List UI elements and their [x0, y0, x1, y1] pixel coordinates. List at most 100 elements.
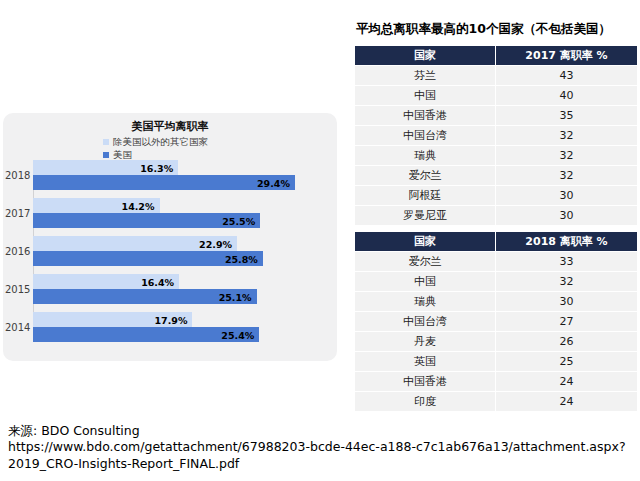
cell-rate: 40 [496, 86, 637, 105]
legend-item: 除美国以外的其它国家 [103, 136, 208, 147]
cell-country: 阿根廷 [355, 186, 496, 205]
cell-rate: 30 [496, 292, 637, 311]
cell-rate: 33 [496, 252, 637, 271]
table-header-row: 国家2017 离职率 % [355, 46, 637, 65]
table-header-row: 国家2018 离职率 % [355, 232, 637, 251]
cell-country: 中国香港 [355, 106, 496, 125]
chart-legend: 除美国以外的其它国家美国 [103, 136, 208, 162]
cell-country: 爱尔兰 [355, 252, 496, 271]
bar-2017: 25.5% [33, 213, 260, 228]
bar-value-label: 25.5% [222, 215, 255, 226]
bar-2018: 16.3% [33, 160, 178, 175]
cell-rate: 32 [496, 126, 637, 145]
year-label: 2016 [5, 246, 30, 257]
table-row: 爱尔兰32 [355, 166, 637, 185]
bar-2015: 16.4% [33, 274, 179, 289]
bar-group-2017: 201714.2%25.5% [33, 198, 327, 228]
year-label: 2014 [5, 322, 30, 333]
bar-value-label: 22.9% [199, 238, 232, 249]
table-row: 瑞典32 [355, 146, 637, 165]
cell-country: 芬兰 [355, 66, 496, 85]
bar-group-2018: 201816.3%29.4% [33, 160, 327, 190]
table-row: 中国40 [355, 86, 637, 105]
bar-group-2016: 201622.9%25.8% [33, 236, 327, 266]
cell-country: 爱尔兰 [355, 166, 496, 185]
cell-country: 罗曼尼亚 [355, 206, 496, 225]
bar-value-label: 25.1% [219, 291, 252, 302]
cell-country: 瑞典 [355, 292, 496, 311]
table-row: 罗曼尼亚30 [355, 206, 637, 225]
bar-value-label: 16.4% [141, 276, 174, 287]
cell-rate: 26 [496, 332, 637, 351]
cell-rate: 30 [496, 206, 637, 225]
chart-title: 美国平均离职率 [3, 119, 337, 134]
bar-group-2015: 201516.4%25.1% [33, 274, 327, 304]
table-header-rate: 2018 离职率 % [496, 232, 637, 251]
table-row: 瑞典30 [355, 292, 637, 311]
bar-value-label: 25.8% [225, 253, 258, 264]
cell-country: 中国香港 [355, 372, 496, 391]
bar-2016: 25.8% [33, 251, 263, 266]
cell-rate: 32 [496, 166, 637, 185]
table-row: 阿根廷30 [355, 186, 637, 205]
cell-country: 中国 [355, 86, 496, 105]
table-row: 英国25 [355, 352, 637, 371]
table-row: 印度24 [355, 392, 637, 411]
bar-value-label: 29.4% [257, 177, 290, 188]
cell-rate: 24 [496, 392, 637, 411]
cell-rate: 32 [496, 146, 637, 165]
cell-rate: 43 [496, 66, 637, 85]
table-row: 中国32 [355, 272, 637, 291]
cell-rate: 30 [496, 186, 637, 205]
bar-2016: 22.9% [33, 236, 237, 251]
table-header-country: 国家 [355, 46, 496, 65]
cell-country: 印度 [355, 392, 496, 411]
cell-country: 瑞典 [355, 146, 496, 165]
cell-rate: 24 [496, 372, 637, 391]
bar-2015: 25.1% [33, 289, 257, 304]
source-url: https://www.bdo.com/getattachment/679882… [8, 439, 632, 472]
chart-plot-area: 201816.3%29.4%201714.2%25.5%201622.9%25.… [33, 160, 327, 350]
table-row: 中国香港24 [355, 372, 637, 391]
cell-country: 英国 [355, 352, 496, 371]
table-row: 中国台湾32 [355, 126, 637, 145]
us-turnover-chart-panel: 美国平均离职率 除美国以外的其它国家美国 2018 16.3% 29.4% 2017 1… [3, 113, 337, 361]
bar-2014: 17.9% [33, 312, 192, 327]
table-header-rate: 2017 离职率 % [496, 46, 637, 65]
table-row: 中国香港35 [355, 106, 637, 125]
bar-2017: 14.2% [33, 198, 160, 213]
slide: 美国平均离职率 除美国以外的其它国家美国 2018 16.3% 29.4% 2017 1… [0, 0, 640, 481]
bar-value-label: 16.3% [140, 162, 173, 173]
table-row: 中国台湾27 [355, 312, 637, 331]
cell-country: 中国 [355, 272, 496, 291]
year-label: 2015 [5, 284, 30, 295]
cell-country: 中国台湾 [355, 126, 496, 145]
legend-label: 除美国以外的其它国家 [113, 136, 208, 147]
bar-2018: 29.4% [33, 175, 295, 190]
table-header-country: 国家 [355, 232, 496, 251]
bar-value-label: 25.4% [221, 329, 254, 340]
bar-2014: 25.4% [33, 327, 259, 342]
year-label: 2018 [5, 170, 30, 181]
bar-value-label: 17.9% [155, 314, 188, 325]
source-footer: 来源: BDO Consulting https://www.bdo.com/g… [8, 423, 632, 472]
cell-country: 丹麦 [355, 332, 496, 351]
legend-swatch-icon [103, 152, 109, 158]
chart-bars: 201816.3%29.4%201714.2%25.5%201622.9%25.… [33, 160, 327, 342]
legend-label: 美国 [113, 149, 132, 160]
source-label: 来源: BDO Consulting [8, 423, 632, 439]
bar-value-label: 14.2% [122, 200, 155, 211]
year-label: 2017 [5, 208, 30, 219]
table-row: 丹麦26 [355, 332, 637, 351]
cell-rate: 27 [496, 312, 637, 331]
table-row: 爱尔兰33 [355, 252, 637, 271]
cell-rate: 25 [496, 352, 637, 371]
cell-rate: 32 [496, 272, 637, 291]
legend-swatch-icon [103, 139, 109, 145]
top10-countries-table: 国家2017 离职率 %芬兰43中国40中国香港35中国台湾32瑞典32爱尔兰3… [355, 46, 637, 412]
legend-item: 美国 [103, 149, 208, 160]
table-row: 芬兰43 [355, 66, 637, 85]
cell-country: 中国台湾 [355, 312, 496, 331]
bar-group-2014: 201417.9%25.4% [33, 312, 327, 342]
cell-rate: 35 [496, 106, 637, 125]
